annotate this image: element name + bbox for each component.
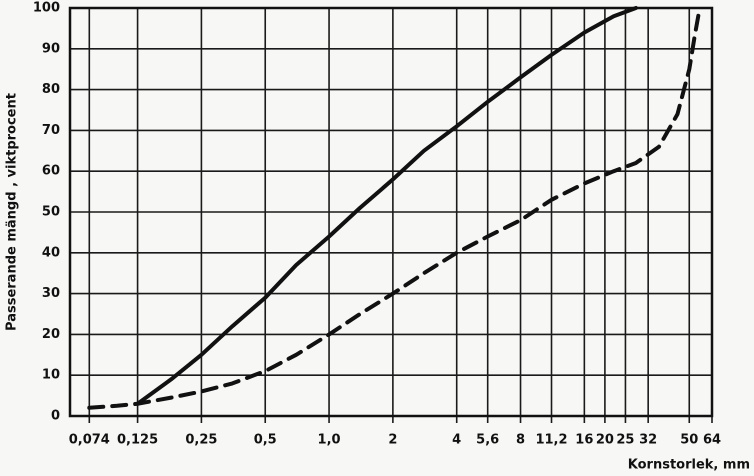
x-tick-label: 0,5 xyxy=(254,433,277,448)
x-tick-label: 0,074 xyxy=(69,433,110,448)
x-tick-label: 16 xyxy=(575,433,593,448)
x-tick-label: 8 xyxy=(516,433,525,448)
y-tick-label: 10 xyxy=(42,368,60,383)
x-tick-label: 5,6 xyxy=(476,433,499,448)
data-line xyxy=(135,6,638,406)
y-tick-label: 70 xyxy=(42,123,60,138)
y-axis-label: Passerande mängd , viktprocent xyxy=(5,93,20,331)
data-line xyxy=(87,6,702,410)
y-tick-label: 0 xyxy=(51,409,60,424)
x-tick-label: 1,0 xyxy=(318,433,341,448)
x-tick-label: 0,125 xyxy=(117,433,158,448)
y-tick-label: 80 xyxy=(42,82,60,97)
plot-frame xyxy=(68,6,714,418)
x-tick-label: 25 xyxy=(616,433,634,448)
y-tick-label: 30 xyxy=(42,286,60,301)
y-tick-label: 100 xyxy=(33,1,60,16)
x-tick-label: 11,2 xyxy=(535,433,567,448)
x-tick-label: 20 xyxy=(596,433,614,448)
y-tick-label: 90 xyxy=(42,41,60,56)
y-tick-label: 50 xyxy=(42,205,60,220)
x-tick-label: 50 xyxy=(680,433,698,448)
y-tick-label: 60 xyxy=(42,164,60,179)
x-tick-label: 2 xyxy=(388,433,397,448)
x-tick-label: 32 xyxy=(639,433,657,448)
x-tick-label: 4 xyxy=(452,433,461,448)
x-tick-label: 64 xyxy=(703,433,721,448)
y-tick-label: 20 xyxy=(42,327,60,342)
y-tick-label: 40 xyxy=(42,245,60,260)
x-axis-label: Kornstorlek, mm xyxy=(628,458,750,473)
x-tick-label: 0,25 xyxy=(185,433,217,448)
